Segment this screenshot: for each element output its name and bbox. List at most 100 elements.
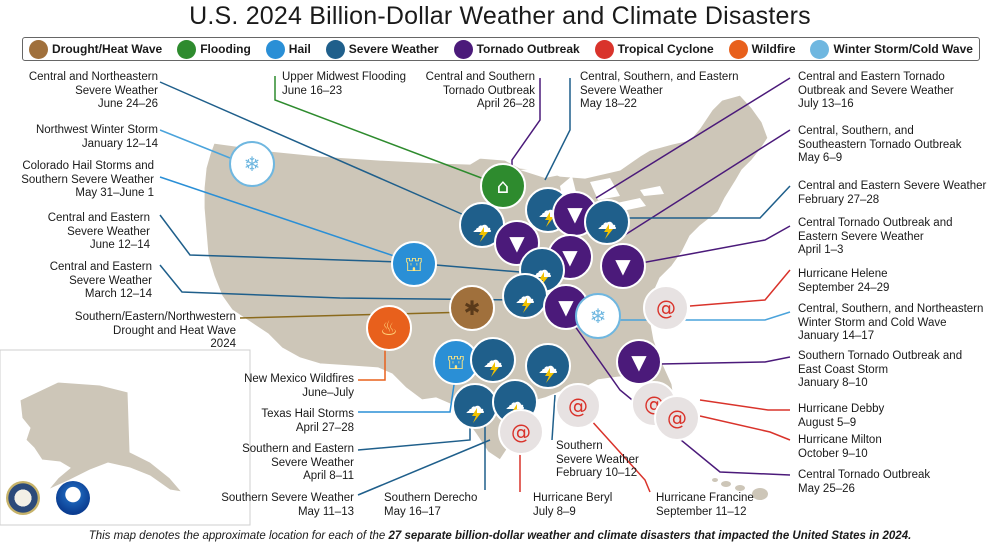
legend-label: Drought/Heat Wave	[52, 42, 163, 56]
alaska-inset	[0, 349, 251, 526]
legend-item-tropical-cyclone: Tropical Cyclone	[594, 39, 714, 59]
flooding-icon	[177, 39, 197, 59]
label-csne-winter: Central, Southern, and Northeastern Wint…	[798, 303, 984, 342]
label-francine: Hurricane Francine September 11–12	[656, 492, 754, 518]
legend-item-winter-storm: Winter Storm/Cold Wave	[810, 39, 973, 59]
winter-storm-icon: ❄	[575, 293, 621, 339]
tornado-icon: ▼	[600, 243, 646, 289]
label-cs-tornado: Central and Southern Tornado Outbreak Apr…	[425, 71, 535, 110]
winter-storm-icon	[810, 39, 830, 59]
svg-text:▼: ▼	[567, 202, 583, 226]
label-c-tornado-may: Central Tornado Outbreak May 25–26	[798, 469, 931, 495]
svg-text:☁: ☁	[505, 390, 525, 414]
legend-item-hail: Hail	[265, 39, 311, 59]
svg-text:@: @	[667, 406, 687, 430]
winter-storm-icon: ❄	[229, 141, 275, 187]
label-beryl: Hurricane Beryl July 8–9	[533, 492, 613, 518]
commerce-seal-logo	[6, 481, 40, 515]
tropical-cyclone-icon: @	[555, 383, 601, 429]
svg-text:▼: ▼	[631, 350, 647, 374]
legend: Drought/Heat Wave Flooding Hail Severe Weat…	[22, 37, 980, 61]
label-nm-fire: New Mexico Wildfires June–July	[244, 373, 354, 399]
hawaii-shape	[712, 478, 768, 500]
label-co-hail: Colorado Hail Storms and Southern Severe…	[21, 160, 154, 199]
tornado-icon: ▼	[616, 339, 662, 385]
flooding-icon: ⌂	[480, 163, 526, 209]
label-s-tornado-jan: Southern Tornado Outbreak and East Coast…	[798, 350, 963, 389]
svg-text:@: @	[568, 394, 588, 418]
svg-text:▼: ▼	[558, 295, 574, 319]
label-c-tornado-apr: Central Tornado Outbreak and Eastern Sev…	[798, 217, 953, 256]
legend-label: Winter Storm/Cold Wave	[833, 42, 973, 56]
legend-item-tornado: Tornado Outbreak	[453, 39, 580, 59]
hail-icon: ⛫	[433, 339, 479, 385]
legend-item-wildfire: Wildfire	[728, 39, 796, 59]
severe-weather-icon: ☁	[584, 199, 630, 245]
page-title: U.S. 2024 Billion-Dollar Weather and Cli…	[189, 2, 811, 30]
severe-weather-icon: ☁	[525, 343, 571, 389]
svg-text:☁: ☁	[465, 394, 485, 418]
label-nw-winter: Northwest Winter Storm January 12–14	[35, 124, 158, 150]
svg-text:▼: ▼	[509, 231, 525, 255]
label-ce-severe-jun: Central and Eastern Severe Weather June 1…	[47, 212, 150, 251]
svg-text:⛫: ⛫	[405, 252, 423, 276]
label-ce-severe-mar: Central and Eastern Severe Weather March …	[49, 261, 152, 300]
legend-label: Hail	[288, 42, 311, 56]
label-s-severe-may: Southern Severe Weather May 11–13	[221, 492, 354, 518]
svg-text:@: @	[511, 420, 531, 444]
drought-icon	[29, 39, 48, 59]
svg-text:@: @	[656, 296, 676, 320]
leader-lines	[159, 76, 791, 496]
severe-weather-icon: ☁	[502, 273, 548, 319]
label-s-severe-feb: Southern Severe Weather February 10–12	[556, 440, 639, 479]
tornado-icon: ▼	[547, 234, 593, 280]
label-ce-severe-feb: Central and Eastern Severe Weather Februa…	[798, 180, 987, 206]
us-map: ⌂☁☁ ▼ ☁▼▼ ▼⛫ ☁☁✱ ▼ ❄ @♨⛫ ☁ ☁ ▼@ @@☁ ☁@❄	[0, 76, 791, 526]
svg-text:☁: ☁	[597, 210, 617, 234]
severe-weather-icon	[325, 39, 345, 59]
label-milton: Hurricane Milton October 9–10	[798, 434, 882, 460]
label-cse-severe: Central, Southern, and Eastern Severe We…	[580, 71, 739, 110]
alaska-shape	[19, 381, 184, 493]
tornado-icon	[453, 39, 473, 59]
legend-item-severe-weather: Severe Weather	[325, 39, 439, 59]
legend-item-flooding: Flooding	[177, 39, 251, 59]
svg-text:☁: ☁	[483, 348, 503, 372]
label-cs-se-tornado: Central, Southern, and Southeastern Torn…	[798, 125, 962, 164]
svg-text:▼: ▼	[615, 254, 631, 278]
tropical-cyclone-icon: @	[643, 285, 689, 331]
legend-label: Flooding	[200, 42, 251, 56]
noaa-logo	[56, 481, 90, 515]
severe-weather-icon: ☁	[459, 202, 505, 248]
legend-item-drought: Drought/Heat Wave	[29, 39, 163, 59]
label-drought: Southern/Eastern/Northwestern Drought an…	[74, 311, 236, 350]
label-helene: Hurricane Helene September 24–29	[798, 268, 890, 294]
label-se-severe: Southern and Eastern Severe Weather April…	[242, 443, 354, 482]
svg-text:❄: ❄	[590, 304, 607, 328]
label-derecho: Southern Derecho May 16–17	[384, 492, 478, 518]
severe-weather-icon: ☁	[452, 383, 498, 429]
tropical-cyclone-icon: @	[654, 395, 700, 441]
tropical-cyclone-icon	[594, 39, 614, 59]
svg-text:⛫: ⛫	[447, 350, 465, 374]
label-ce-tornado-jul: Central and Eastern Tornado Outbreak and…	[798, 71, 954, 110]
svg-text:☁: ☁	[472, 213, 492, 237]
svg-text:✱: ✱	[464, 296, 481, 320]
legend-label: Wildfire	[751, 42, 796, 56]
hail-icon: ⛫	[391, 241, 437, 287]
legend-label: Severe Weather	[348, 42, 439, 56]
label-tx-hail: Texas Hail Storms April 27–28	[261, 408, 354, 434]
severe-weather-icon: ☁	[470, 337, 516, 383]
legend-label: Tropical Cyclone	[617, 42, 714, 56]
svg-text:⌂: ⌂	[497, 174, 510, 198]
svg-text:♨: ♨	[380, 316, 398, 340]
wildfire-icon: ♨	[366, 305, 412, 351]
label-mw-flood: Upper Midwest Flooding June 16–23	[282, 71, 407, 97]
svg-text:▼: ▼	[562, 245, 578, 269]
footer-note: This map denotes the approximate locatio…	[88, 530, 912, 542]
event-icons: ⌂☁☁ ▼ ☁▼▼ ▼⛫ ☁☁✱ ▼ ❄ @♨⛫ ☁ ☁ ▼@ @@☁ ☁@❄	[229, 141, 700, 455]
tropical-cyclone-icon: @	[498, 409, 544, 455]
label-debby: Hurricane Debby August 5–9	[798, 403, 885, 429]
svg-text:☁: ☁	[515, 284, 535, 308]
wildfire-icon	[728, 39, 748, 59]
